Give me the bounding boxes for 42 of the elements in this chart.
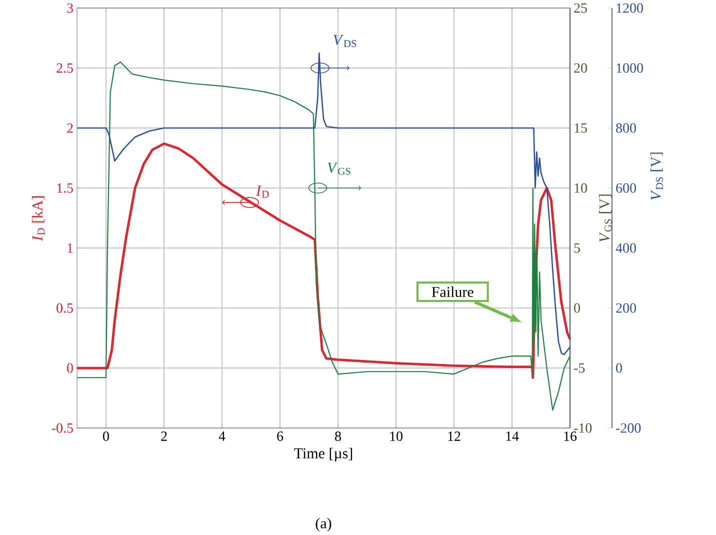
- series-label: V$_{GS}$: [328, 162, 350, 176]
- y2-axis-title: V$_{GS}$ [V]: [599, 194, 612, 242]
- x-tick-label: 16: [564, 432, 577, 442]
- y-tick-label: 3: [67, 3, 73, 13]
- y2-tick-label: 0: [574, 303, 580, 313]
- y2-tick-label: 5: [574, 244, 580, 253]
- y2-tick-label: 25: [574, 3, 587, 13]
- series-label: I$_{D}$: [256, 186, 269, 198]
- x-tick-label: 14: [506, 432, 519, 441]
- annotation: Failure: [432, 286, 474, 298]
- y3-tick-label: 1200: [616, 3, 643, 13]
- y-tick-label: 2: [67, 124, 73, 133]
- y3-tick-label: 0: [616, 363, 622, 373]
- y3-axis-title: V$_{DS}$ [V]: [650, 152, 664, 200]
- x-tick-label: 8: [335, 432, 341, 442]
- x-tick-label: 10: [390, 432, 402, 442]
- y3-tick-label: 1000: [616, 63, 643, 73]
- y3-tick-label: -200: [616, 423, 641, 433]
- x-tick-label: 12: [448, 432, 460, 441]
- x-tick-label: 0: [103, 432, 109, 442]
- y-tick-label: 0: [67, 363, 73, 373]
- x-tick-label: 6: [277, 432, 284, 442]
- x-tick-label: 4: [218, 432, 226, 441]
- y-tick-label: 1.5: [57, 183, 73, 193]
- y-tick-label: 0.5: [56, 303, 73, 313]
- x-axis-title: Time [µs]: [294, 448, 352, 462]
- y3-tick-label: 200: [616, 303, 636, 313]
- y3-tick-label: 800: [616, 123, 636, 133]
- y2-tick-label: 10: [574, 183, 587, 193]
- y2-tick-label: 15: [574, 123, 587, 133]
- y-axis-title: I$_{D}$ [kA]: [32, 196, 44, 242]
- y3-tick-label: 400: [616, 243, 636, 253]
- y2-tick-label: 20: [574, 63, 587, 73]
- y2-tick-label: -10: [574, 423, 592, 433]
- y-tick-label: 2.5: [56, 63, 73, 73]
- y-tick-label: 1: [68, 244, 73, 253]
- y2-tick-label: -5: [574, 364, 585, 373]
- y3-tick-label: 600: [616, 183, 636, 193]
- y-tick-label: -0.5: [52, 423, 73, 433]
- text: (a): [316, 518, 332, 532]
- series-label: V$_{DS}$: [334, 35, 356, 48]
- x-tick-label: 2: [161, 432, 167, 441]
